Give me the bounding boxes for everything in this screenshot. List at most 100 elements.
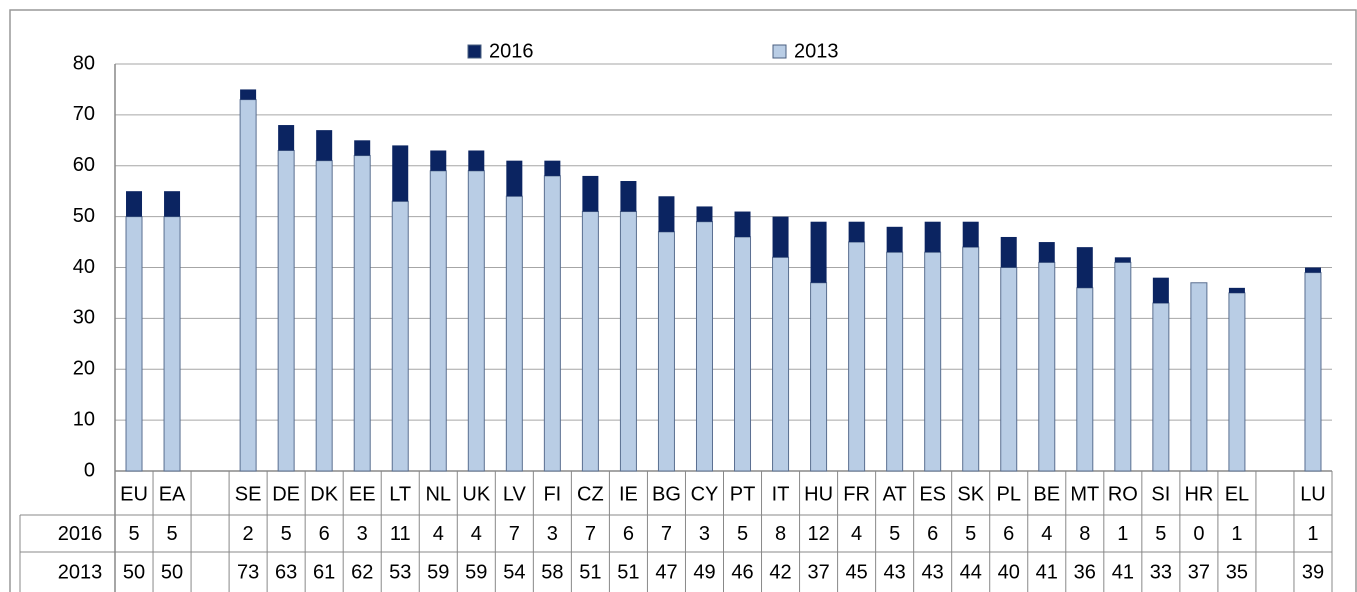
y-tick-label: 60: [73, 154, 95, 176]
table-cell: 44: [960, 561, 982, 583]
bar-segment: [240, 89, 257, 100]
bar-segment: [1114, 257, 1131, 263]
table-cell: 6: [1003, 523, 1014, 545]
y-tick-label: 80: [73, 52, 95, 74]
bar-segment: [506, 160, 523, 197]
bar-segment: [734, 211, 751, 237]
table-cell: 58: [541, 561, 563, 583]
table-cell: 37: [1188, 561, 1210, 583]
chart-border: [9, 9, 1357, 592]
bar-segment: [848, 241, 866, 472]
x-tick-label: BG: [652, 483, 681, 505]
bar-segment: [657, 231, 675, 472]
bar-segment: [1076, 287, 1094, 472]
table-cell: 4: [1041, 523, 1052, 545]
table-cell: 7: [585, 523, 596, 545]
table-cell: 43: [922, 561, 944, 583]
bar-segment: [695, 221, 713, 472]
bar-segment: [620, 181, 637, 212]
table-cell: 12: [807, 523, 829, 545]
table-cell: 8: [1079, 523, 1090, 545]
bar-segment: [126, 191, 143, 217]
y-tick-label: 70: [73, 103, 95, 125]
x-tick-label: RO: [1108, 483, 1138, 505]
bar-segment: [1228, 287, 1245, 293]
bar-segment: [772, 216, 789, 258]
bar-segment: [429, 170, 447, 472]
bar-segment: [1228, 292, 1246, 472]
bar-segment: [1152, 277, 1169, 304]
y-tick-label: 30: [73, 307, 95, 329]
y-tick-label: 50: [73, 205, 95, 227]
table-cell: 59: [465, 561, 487, 583]
table-cell: 43: [884, 561, 906, 583]
table-cell: 41: [1036, 561, 1058, 583]
x-tick-label: LU: [1300, 483, 1326, 505]
bar-segment: [1076, 247, 1093, 288]
bar-segment: [810, 221, 827, 283]
table-cell: 1: [1231, 523, 1242, 545]
table-cell: 1: [1117, 523, 1128, 545]
x-tick-label: NL: [425, 483, 451, 505]
table-cell: 3: [357, 523, 368, 545]
bar-segment: [163, 216, 181, 472]
x-tick-label: IT: [772, 483, 790, 505]
table-cell: 62: [351, 561, 373, 583]
table-cell: 46: [731, 561, 753, 583]
bar-segment: [543, 175, 561, 472]
bar-segment: [810, 282, 828, 472]
table-cell: 49: [693, 561, 715, 583]
table-cell: 3: [699, 523, 710, 545]
x-tick-label: HU: [804, 483, 833, 505]
bar-segment: [278, 125, 295, 151]
table-cell: 50: [161, 561, 183, 583]
bar-segment: [1038, 242, 1055, 263]
table-cell: 7: [509, 523, 520, 545]
x-tick-label: ES: [919, 483, 946, 505]
bar-segment: [353, 155, 371, 472]
table-cell: 42: [769, 561, 791, 583]
table-cell: 33: [1150, 561, 1172, 583]
table-cell: 53: [389, 561, 411, 583]
table-cell: 50: [123, 561, 145, 583]
x-tick-label: LT: [389, 483, 411, 505]
table-cell: 5: [166, 523, 177, 545]
x-tick-label: DE: [272, 483, 300, 505]
bar-segment: [1304, 272, 1322, 472]
bar-segment: [392, 145, 409, 202]
x-tick-label: EU: [120, 483, 148, 505]
y-tick-label: 20: [73, 358, 95, 380]
table-cell: 4: [471, 523, 482, 545]
x-tick-label: EE: [349, 483, 376, 505]
table-cell: 40: [998, 561, 1020, 583]
bar-segment: [1038, 261, 1056, 472]
legend-label: 2016: [489, 40, 534, 62]
table-cell: 51: [579, 561, 601, 583]
bar-segment: [391, 200, 409, 472]
bar-segment: [505, 195, 523, 472]
x-tick-label: PL: [997, 483, 1021, 505]
x-tick-label: SE: [235, 483, 262, 505]
table-cell: 0: [1193, 523, 1204, 545]
bar-segment: [924, 221, 941, 253]
table-cell: 6: [927, 523, 938, 545]
table-cell: 73: [237, 561, 259, 583]
x-tick-label: PT: [730, 483, 756, 505]
bar-segment: [277, 149, 295, 472]
x-tick-label: FI: [543, 483, 561, 505]
table-cell: 54: [503, 561, 525, 583]
bar-segment: [582, 175, 599, 212]
legend-label: 2013: [794, 40, 839, 62]
x-tick-label: UK: [462, 483, 490, 505]
x-tick-label: DK: [310, 483, 338, 505]
x-tick-label: MT: [1070, 483, 1099, 505]
table-cell: 41: [1112, 561, 1134, 583]
bar-segment: [315, 160, 333, 472]
legend-swatch: [772, 44, 787, 59]
bar-segment: [696, 206, 713, 222]
table-cell: 36: [1074, 561, 1096, 583]
table-cell: 5: [737, 523, 748, 545]
bar-segment: [125, 216, 143, 472]
table-cell: 11: [390, 523, 411, 545]
